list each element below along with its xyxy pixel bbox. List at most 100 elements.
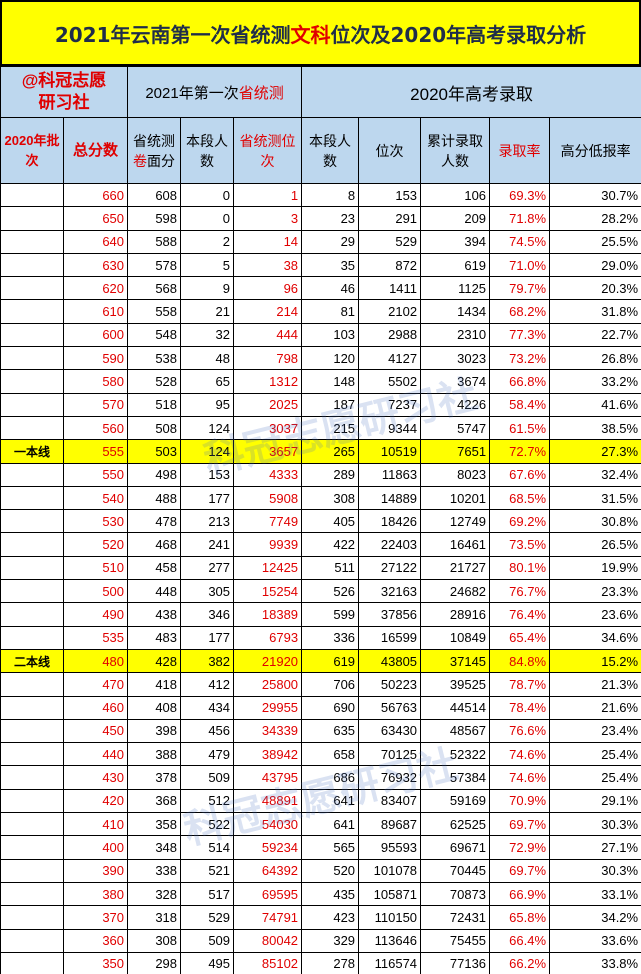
- table-cell: 798: [233, 346, 303, 371]
- table-cell: 635: [301, 718, 360, 744]
- table-cell: 50223: [358, 672, 422, 697]
- table-row: 440 388 479 38942 658 70125 52322 74.6% 25.4%: [0, 742, 641, 767]
- table-cell: 96: [233, 276, 303, 301]
- table-cell: 3037: [233, 415, 303, 441]
- table-cell: 555: [62, 439, 129, 464]
- brand-cell: @科冠志愿 研习社: [0, 66, 129, 118]
- table-cell: 498: [127, 462, 182, 487]
- table-cell: 398: [127, 718, 182, 744]
- table-cell: 95: [180, 392, 235, 417]
- table-cell: 241: [180, 532, 235, 557]
- table-row: 400 348 514 59234 565 95593 69671 72.9% 27.1%: [0, 835, 641, 860]
- header-rank-2020: 位次: [358, 117, 422, 184]
- group-header-2020: 2020年高考录取: [301, 66, 641, 118]
- table-cell: 3023: [420, 346, 491, 371]
- table-cell: 66.9%: [489, 881, 551, 907]
- table-cell: 34339: [233, 718, 303, 744]
- table-cell: 16599: [358, 625, 422, 650]
- table-cell: 641: [301, 812, 360, 837]
- table-cell: 29.1%: [549, 788, 641, 814]
- table-cell: 85102: [233, 951, 303, 974]
- table-cell: 69.7%: [489, 858, 551, 883]
- table-cell: 29955: [233, 695, 303, 720]
- table-cell: 608: [127, 182, 182, 208]
- table-cell: 568: [127, 276, 182, 301]
- table-cell: 16461: [420, 532, 491, 557]
- table-cell: 214: [233, 299, 303, 324]
- table-cell: 一本线: [0, 439, 64, 464]
- table-row: 550 498 153 4333 289 11863 8023 67.6% 32.4%: [0, 462, 641, 487]
- table-row: 一本线 555 503 124 3657 265 10519 7651 72.7% 27.3%: [0, 439, 641, 464]
- table-row: 650 598 0 3 23 291 209 71.8% 28.2%: [0, 206, 641, 231]
- table-cell: 277: [180, 555, 235, 581]
- table-cell: 29.0%: [549, 252, 641, 278]
- table-cell: 153: [180, 462, 235, 487]
- table-row: 410 358 522 54030 641 89687 62525 69.7% 30.3%: [0, 812, 641, 837]
- table-cell: 305: [180, 579, 235, 604]
- table-cell: [0, 182, 64, 208]
- table-cell: 33.2%: [549, 369, 641, 394]
- table-cell: 598: [127, 206, 182, 231]
- table-cell: [0, 229, 64, 254]
- table-cell: 59169: [420, 788, 491, 814]
- table-cell: 508: [127, 415, 182, 441]
- table-cell: 9939: [233, 532, 303, 557]
- table-cell: 620: [62, 276, 129, 301]
- table-cell: 30.3%: [549, 858, 641, 883]
- table-cell: 25.5%: [549, 229, 641, 254]
- table-cell: 61.5%: [489, 415, 551, 441]
- table-row: 630 578 5 38 35 872 619 71.0% 29.0%: [0, 252, 641, 278]
- table-cell: 390: [62, 858, 129, 883]
- table-cell: 20.3%: [549, 276, 641, 301]
- table-cell: 444: [233, 322, 303, 348]
- table-cell: 3657: [233, 439, 303, 464]
- header-paper-c: 面分: [147, 152, 176, 169]
- table-cell: 350: [62, 951, 129, 974]
- table-cell: 57384: [420, 765, 491, 790]
- table-cell: 540: [62, 485, 129, 511]
- table-row: 二本线 480 428 382 21920 619 43805 37145 84.8% 15.2%: [0, 648, 641, 674]
- table-cell: 394: [420, 229, 491, 254]
- table-cell: 106: [420, 182, 491, 208]
- table-cell: 71.8%: [489, 206, 551, 231]
- table-cell: 619: [301, 648, 360, 674]
- table-cell: 686: [301, 765, 360, 790]
- header-batch: 2020年批次: [0, 117, 64, 184]
- page-title: 2021年云南第一次省统测 文科 位次及2020年高考录取分析: [0, 0, 641, 66]
- table-cell: 706: [301, 672, 360, 697]
- table-cell: 560: [62, 415, 129, 441]
- table-cell: 570: [62, 392, 129, 417]
- table-cell: 529: [180, 905, 235, 930]
- table-cell: 215: [301, 415, 360, 441]
- table-row: 390 338 521 64392 520 101078 70445 69.7% 30.3%: [0, 858, 641, 883]
- table-cell: [0, 392, 64, 417]
- table-cell: 2988: [358, 322, 422, 348]
- table-cell: 22.7%: [549, 322, 641, 348]
- table-cell: [0, 951, 64, 974]
- table-cell: 37856: [358, 602, 422, 627]
- table-cell: 31.8%: [549, 299, 641, 324]
- table-cell: 434: [180, 695, 235, 720]
- table-cell: 69.7%: [489, 812, 551, 837]
- table-cell: [0, 532, 64, 557]
- table-cell: 479: [180, 742, 235, 767]
- table-cell: 66.4%: [489, 928, 551, 953]
- table-cell: 65.4%: [489, 625, 551, 650]
- table-cell: 76.6%: [489, 718, 551, 744]
- table-cell: 400: [62, 835, 129, 860]
- header-paper-score: 省统测 卷面分: [127, 117, 182, 184]
- table-cell: 80042: [233, 928, 303, 953]
- table-row: 600 548 32 444 103 2988 2310 77.3% 22.7%: [0, 322, 641, 348]
- table-cell: 448: [127, 579, 182, 604]
- table-cell: 74.6%: [489, 742, 551, 767]
- table-row: 620 568 9 96 46 1411 1125 79.7% 20.3%: [0, 276, 641, 301]
- table-cell: 514: [180, 835, 235, 860]
- table-row: 500 448 305 15254 526 32163 24682 76.7% 23.3%: [0, 579, 641, 604]
- table-row: 450 398 456 34339 635 63430 48567 76.6% 23.4%: [0, 718, 641, 744]
- table-cell: 25800: [233, 672, 303, 697]
- table-cell: 77136: [420, 951, 491, 974]
- table-cell: 74.6%: [489, 765, 551, 790]
- table-cell: 420: [62, 788, 129, 814]
- table-cell: 74791: [233, 905, 303, 930]
- table-cell: 72431: [420, 905, 491, 930]
